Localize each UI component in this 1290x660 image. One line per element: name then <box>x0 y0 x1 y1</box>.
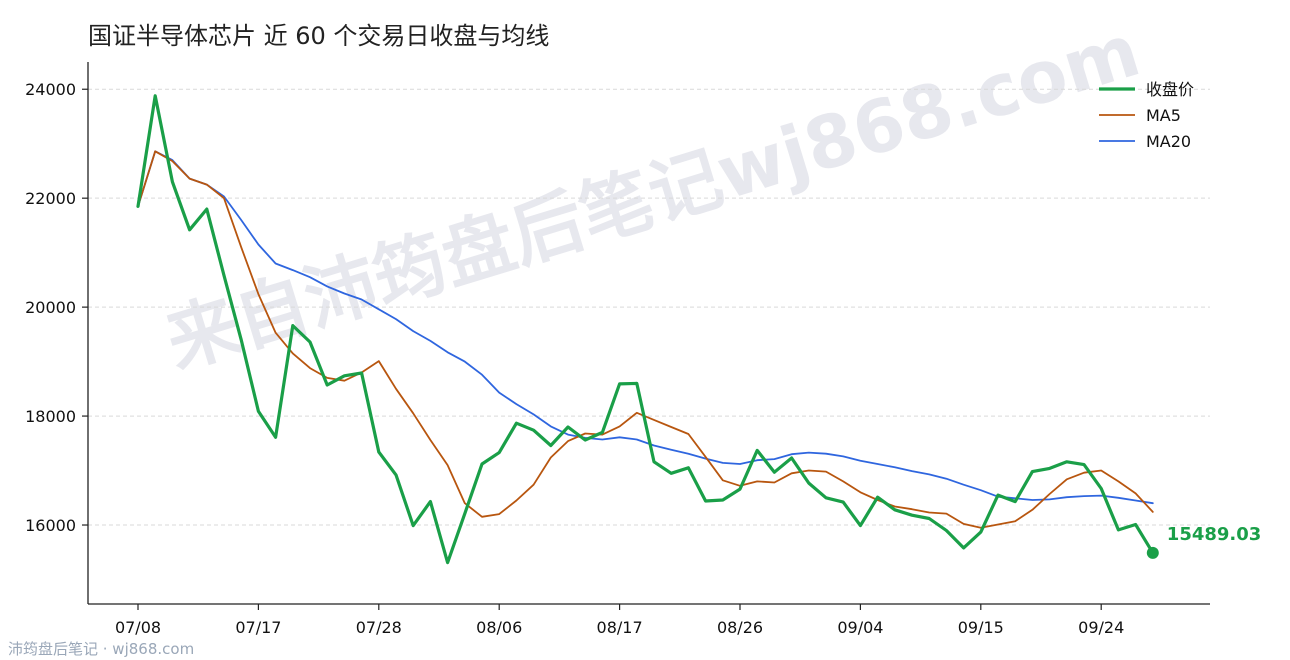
x-tick-label: 07/08 <box>115 618 161 637</box>
grid <box>88 88 1210 526</box>
x-tick-label: 08/17 <box>597 618 643 637</box>
y-tick-label: 20000 <box>25 298 76 317</box>
x-tick-label: 09/04 <box>837 618 883 637</box>
y-tick-label: 18000 <box>25 407 76 426</box>
last-close-point <box>1146 546 1159 559</box>
y-tick-label: 24000 <box>25 80 76 99</box>
legend-label-ma20: MA20 <box>1146 132 1191 151</box>
x-tick-label: 07/28 <box>356 618 402 637</box>
footer-credit: 沛筠盘后笔记 · wj868.com <box>8 640 195 658</box>
axes: 16000 18000 20000 22000 24000 07/08 07/17 07/28… <box>25 62 1210 637</box>
legend-label-close: 收盘价 <box>1146 80 1194 99</box>
y-tick-label: 16000 <box>25 516 76 535</box>
x-tick-label: 09/15 <box>958 618 1004 637</box>
chart-title: 国证半导体芯片 近 60 个交易日收盘与均线 <box>88 22 549 50</box>
watermark: 来自沛筠盘后笔记wj868.com <box>157 8 1149 384</box>
x-tick-label: 08/26 <box>717 618 763 637</box>
series: 15489.03 <box>136 94 1262 565</box>
legend-label-ma5: MA5 <box>1146 106 1181 125</box>
y-tick-label: 22000 <box>25 189 76 208</box>
series-line-close <box>136 94 1155 565</box>
last-close-label: 15489.03 <box>1167 524 1262 545</box>
watermark-text: 来自沛筠盘后笔记wj868.com <box>157 8 1149 384</box>
legend: 收盘价 MA5 MA20 <box>1099 80 1194 151</box>
x-tick-label: 08/06 <box>476 618 522 637</box>
series-line-ma20 <box>137 150 1154 505</box>
x-tick-label: 07/17 <box>235 618 281 637</box>
x-tick-label: 09/24 <box>1078 618 1124 637</box>
